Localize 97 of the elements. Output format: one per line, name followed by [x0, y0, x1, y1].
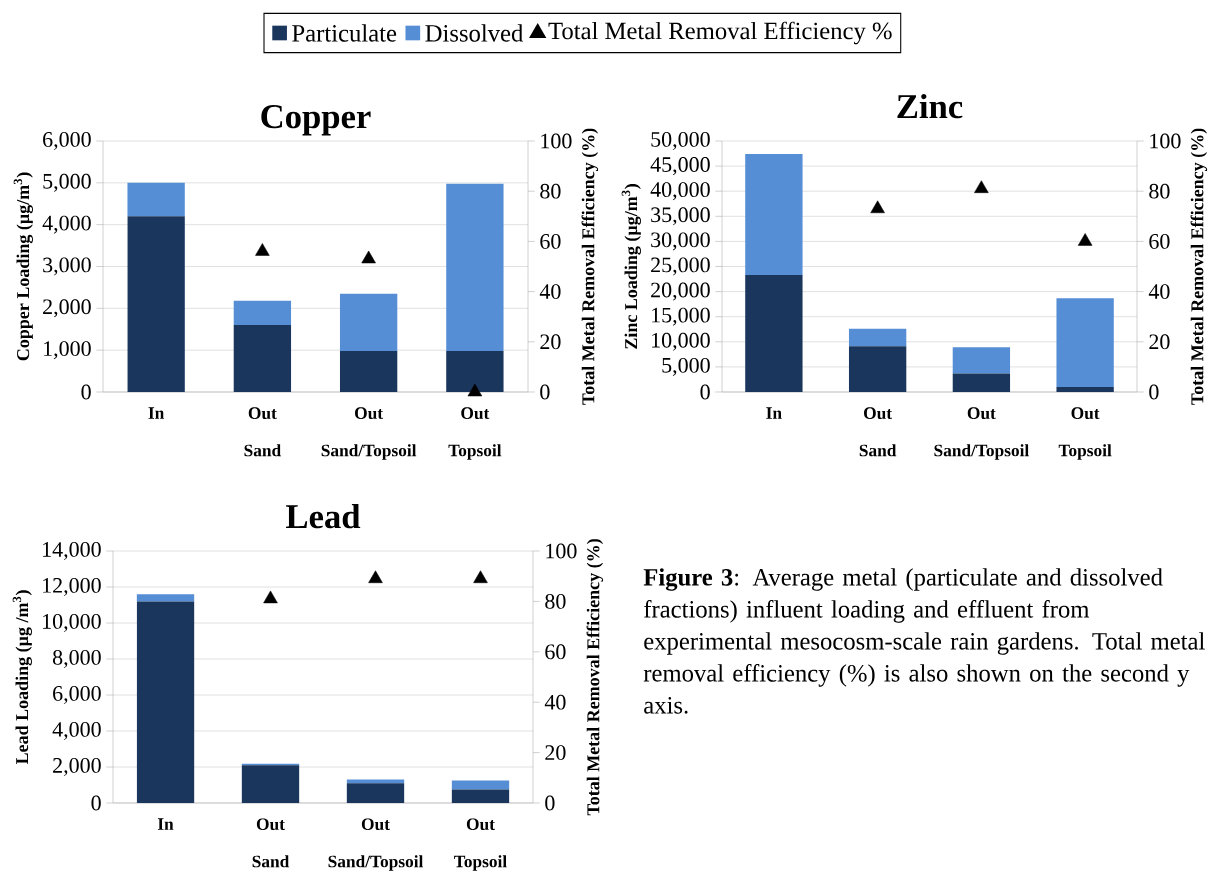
category-label: Out Sand: [859, 407, 897, 457]
bar: [451, 780, 510, 790]
y2-axis-title: Total Metal Removal Efficiency (%): [581, 128, 599, 405]
y-tick-label: 12,000: [43, 577, 101, 597]
category-label: Out Topsoil: [454, 818, 507, 871]
bar: [446, 183, 504, 351]
category-label: Out Sand: [252, 818, 290, 868]
legend-label: Particulate: [292, 24, 397, 42]
y-tick-label: 8,000: [52, 649, 101, 669]
bar: [745, 275, 803, 392]
y2-tick-label: 40: [544, 694, 566, 710]
y-tick-label: 5,000: [662, 357, 710, 376]
y-tick-label: 1,000: [44, 341, 91, 360]
text: Figure 3: Average metal (particulate and dissolved fractions) influent loading and effluent from experimental mesocosm-scale rain gardens. Total metal removal efficiency (%) is also shown on the second y axis.: [643, 568, 1205, 714]
bar: [339, 293, 398, 351]
point: [255, 243, 270, 256]
y-tick-label: 0: [700, 384, 710, 400]
y-tick-label: 6,000: [53, 685, 101, 705]
bar: [346, 783, 405, 803]
y-tick-label: 40,000: [650, 182, 710, 201]
y2-tick-label: 20: [1149, 334, 1170, 350]
y-tick-label: 2,000: [43, 299, 91, 318]
y2-tick-label: 40: [539, 284, 561, 300]
bar: [451, 789, 510, 803]
y2-tick-label: 100: [546, 543, 577, 559]
bar: [136, 601, 195, 803]
y-tick-label: 45,000: [650, 157, 710, 176]
y-tick-label: 5,000: [43, 173, 91, 192]
bar: [952, 347, 1011, 374]
x-tick-label: In: [766, 407, 782, 419]
category-label: Out Sand/Topsoil: [328, 818, 424, 871]
bar: [127, 182, 185, 217]
point: [467, 383, 483, 397]
bar: [136, 594, 195, 602]
bar: [848, 328, 907, 347]
bar: [241, 765, 300, 803]
y2-tick-label: 20: [545, 745, 566, 761]
y-tick-label: 3,000: [43, 257, 91, 276]
y2-axis-title: Total Metal Removal Efficiency (%): [1190, 128, 1208, 405]
y-tick-label: 6,000: [43, 131, 91, 151]
bar: [952, 373, 1011, 392]
y-tick-label: 14,000: [43, 541, 101, 561]
y-tick-label: 35,000: [651, 207, 710, 226]
point: [974, 180, 989, 193]
legend-label: Total Metal Removal Efficiency %: [548, 21, 892, 45]
y-tick-label: 0: [81, 384, 91, 400]
y2-tick-label: 40: [1148, 284, 1170, 300]
y2-tick-label: 0: [1149, 384, 1159, 400]
point: [361, 250, 376, 264]
chart-title: Copper: [261, 105, 371, 136]
y2-tick-label: 80: [540, 183, 561, 199]
point: [1077, 233, 1093, 246]
y-tick-label: 30,000: [651, 232, 710, 251]
y-tick-label: 20,000: [651, 282, 710, 301]
legend-label: Dissolved: [425, 24, 524, 42]
y-tick-label: 15,000: [652, 307, 710, 326]
bar: [446, 351, 504, 392]
category-label: Out Topsoil: [448, 407, 502, 460]
category-label: Out Topsoil: [1058, 407, 1112, 460]
y-tick-label: 10,000: [652, 332, 710, 351]
bar: [339, 351, 398, 392]
y2-tick-label: 100: [541, 133, 572, 149]
bar: [1056, 298, 1114, 387]
y-tick-label: 4,000: [42, 215, 91, 234]
y-tick-label: 4,000: [52, 721, 101, 741]
x-tick-label: In: [157, 818, 174, 830]
y-tick-label: 2,000: [53, 757, 101, 777]
y2-tick-label: 0: [540, 384, 550, 400]
y2-tick-label: 60: [1149, 233, 1170, 249]
y2-tick-label: 80: [545, 593, 566, 609]
y2-axis-title: Total Metal Removal Efficiency (%): [586, 539, 604, 816]
x-tick-label: In: [148, 407, 165, 419]
bar: [745, 154, 803, 276]
y2-tick-label: 60: [545, 644, 566, 660]
category-label: Out Sand: [244, 407, 281, 457]
y-tick-label: 10,000: [43, 613, 101, 633]
y-axis-title: Copper Loading (µg/m$^{3}$): [13, 172, 33, 361]
y2-tick-label: 60: [540, 233, 561, 249]
chart-title: Lead: [286, 503, 361, 529]
bar: [1056, 386, 1114, 392]
y2-tick-label: 20: [540, 334, 561, 350]
category-label: Out Sand/Topsoil: [934, 407, 1029, 460]
y2-tick-label: 100: [1150, 133, 1181, 149]
bar: [848, 346, 907, 392]
bar: [233, 325, 292, 392]
chart-title: Zinc: [897, 93, 963, 119]
y2-tick-label: 80: [1149, 183, 1170, 199]
y-axis-title: Lead Loading (µg /m$^{3}$): [12, 590, 32, 765]
point: [870, 200, 885, 214]
y-tick-label: 0: [91, 795, 101, 811]
y-axis-title: Zinc Loading (µg/m$^{3}$): [621, 184, 641, 349]
y-tick-label: 25,000: [651, 257, 710, 276]
bar: [233, 300, 292, 326]
bar: [127, 216, 185, 392]
y2-tick-label: 0: [545, 795, 555, 811]
category-label: Out Sand/Topsoil: [321, 407, 417, 460]
y-tick-label: 50,000: [651, 131, 710, 151]
